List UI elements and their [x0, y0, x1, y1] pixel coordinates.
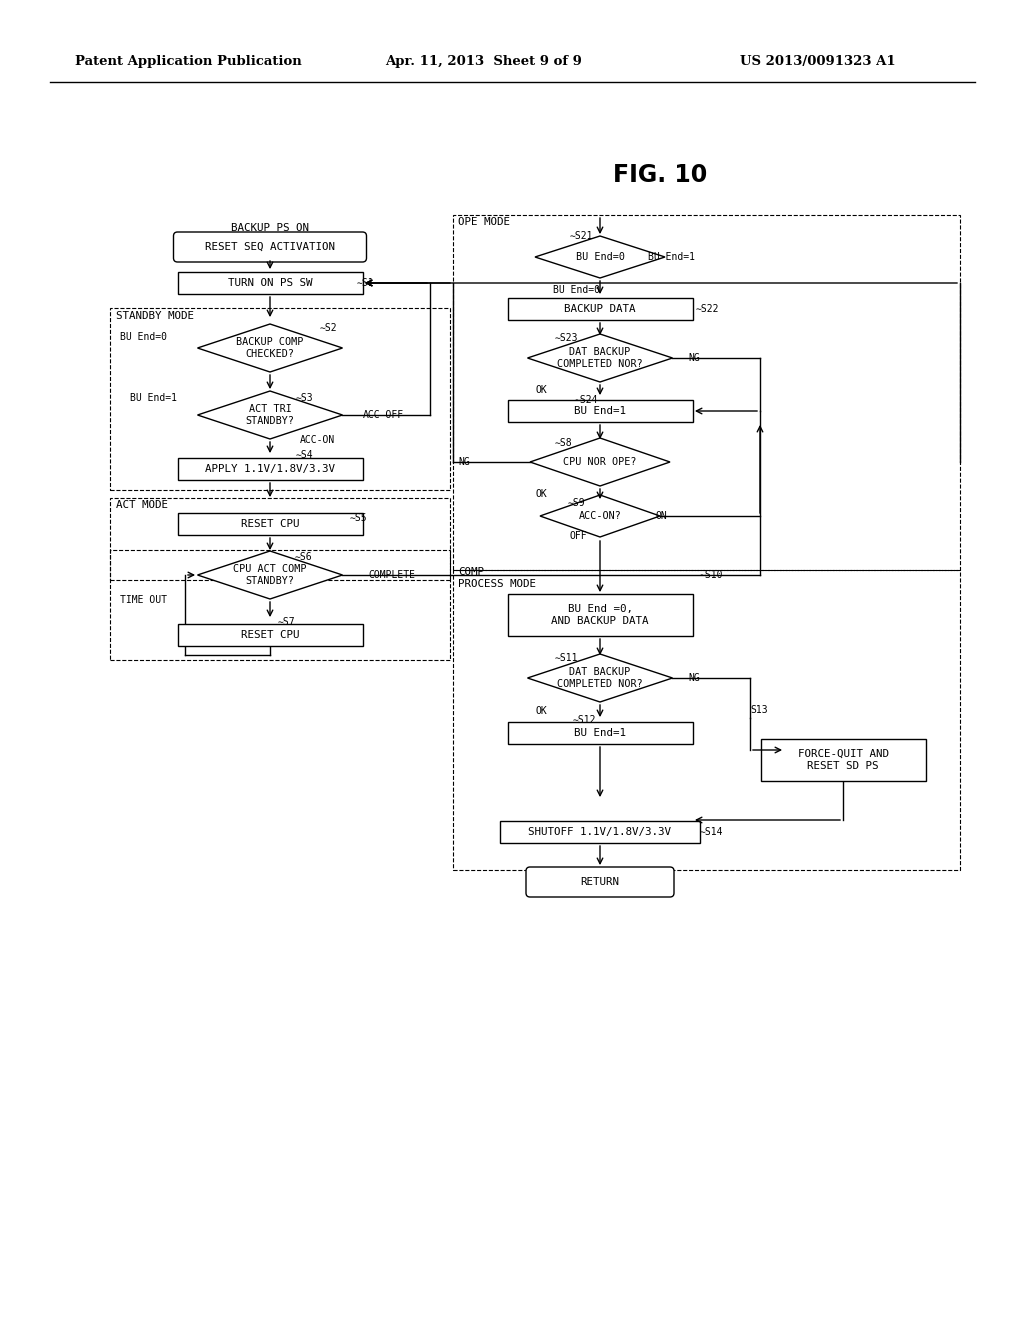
FancyBboxPatch shape	[761, 739, 926, 781]
Polygon shape	[527, 653, 673, 702]
Text: OK: OK	[535, 488, 547, 499]
Text: ∼S14: ∼S14	[700, 828, 724, 837]
Text: BU End=0: BU End=0	[120, 333, 167, 342]
Text: SHUTOFF 1.1V/1.8V/3.3V: SHUTOFF 1.1V/1.8V/3.3V	[528, 828, 672, 837]
Text: STANDBY MODE: STANDBY MODE	[116, 312, 194, 321]
Text: NG: NG	[688, 352, 699, 363]
Text: BU End =0,
AND BACKUP DATA: BU End =0, AND BACKUP DATA	[551, 605, 649, 626]
FancyBboxPatch shape	[508, 298, 692, 319]
Text: ∼S4: ∼S4	[296, 450, 313, 459]
FancyBboxPatch shape	[177, 458, 362, 480]
Text: NG: NG	[458, 457, 470, 467]
Text: US 2013/0091323 A1: US 2013/0091323 A1	[740, 55, 896, 69]
Text: ∼S10: ∼S10	[700, 570, 724, 579]
Text: ∼S21: ∼S21	[570, 231, 594, 242]
Bar	[453, 215, 961, 570]
Text: TURN ON PS SW: TURN ON PS SW	[227, 279, 312, 288]
FancyBboxPatch shape	[526, 867, 674, 898]
Text: BU End=1: BU End=1	[648, 252, 695, 261]
FancyBboxPatch shape	[177, 624, 362, 645]
Text: BU End=1: BU End=1	[130, 393, 177, 403]
Text: ACC-OFF: ACC-OFF	[362, 411, 404, 420]
Text: ∼S7: ∼S7	[278, 616, 296, 627]
FancyBboxPatch shape	[508, 722, 692, 744]
Text: BACKUP DATA: BACKUP DATA	[564, 304, 636, 314]
Text: COMP
PROCESS MODE: COMP PROCESS MODE	[458, 568, 536, 589]
FancyBboxPatch shape	[508, 594, 692, 636]
Text: ACT TRI
STANDBY?: ACT TRI STANDBY?	[246, 404, 295, 426]
Polygon shape	[540, 495, 660, 537]
Text: FIG. 10: FIG. 10	[613, 162, 708, 187]
FancyBboxPatch shape	[173, 232, 367, 261]
Text: OK: OK	[535, 385, 547, 395]
Text: ∼S9: ∼S9	[568, 498, 586, 508]
Text: DAT BACKUP
COMPLETED NOR?: DAT BACKUP COMPLETED NOR?	[557, 347, 643, 368]
Text: DAT BACKUP
COMPLETED NOR?: DAT BACKUP COMPLETED NOR?	[557, 667, 643, 689]
Text: Patent Application Publication: Patent Application Publication	[75, 55, 302, 69]
Text: ∼S3: ∼S3	[296, 393, 313, 403]
Polygon shape	[198, 323, 342, 372]
Text: OFF: OFF	[570, 531, 588, 541]
Text: APPLY 1.1V/1.8V/3.3V: APPLY 1.1V/1.8V/3.3V	[205, 465, 335, 474]
Text: ACC-ON: ACC-ON	[300, 436, 335, 445]
FancyBboxPatch shape	[177, 272, 362, 294]
Text: RESET CPU: RESET CPU	[241, 519, 299, 529]
Text: CPU NOR OPE?: CPU NOR OPE?	[563, 457, 637, 467]
Bar	[110, 308, 450, 490]
Text: ∼S11: ∼S11	[555, 653, 579, 663]
Text: COMPLETE: COMPLETE	[368, 570, 415, 579]
Text: OPE MODE: OPE MODE	[458, 216, 510, 227]
Text: ∼S2: ∼S2	[319, 323, 338, 333]
Polygon shape	[198, 391, 342, 440]
Text: ACC-ON?: ACC-ON?	[579, 511, 622, 521]
Bar	[453, 570, 961, 870]
Text: ∼S6: ∼S6	[295, 552, 312, 562]
Text: S13: S13	[750, 705, 768, 715]
Bar	[110, 550, 450, 660]
Text: ∼S8: ∼S8	[555, 438, 572, 447]
Text: OK: OK	[535, 706, 547, 715]
Bar	[110, 498, 450, 579]
Text: FORCE-QUIT AND
RESET SD PS: FORCE-QUIT AND RESET SD PS	[798, 750, 889, 771]
Text: Apr. 11, 2013  Sheet 9 of 9: Apr. 11, 2013 Sheet 9 of 9	[385, 55, 582, 69]
FancyBboxPatch shape	[500, 821, 700, 843]
Text: BACKUP COMP
CHECKED?: BACKUP COMP CHECKED?	[237, 337, 304, 359]
Text: BU End=1: BU End=1	[574, 407, 626, 416]
FancyBboxPatch shape	[508, 400, 692, 422]
Text: BU End=0: BU End=0	[553, 285, 600, 294]
Text: ∼S22: ∼S22	[696, 304, 720, 314]
Polygon shape	[527, 334, 673, 381]
Text: BACKUP PS ON: BACKUP PS ON	[231, 223, 309, 234]
FancyBboxPatch shape	[177, 513, 362, 535]
Text: BU End=1: BU End=1	[574, 729, 626, 738]
Text: ∼S24: ∼S24	[575, 395, 598, 405]
Text: ACT MODE: ACT MODE	[116, 500, 168, 510]
Text: RESET CPU: RESET CPU	[241, 630, 299, 640]
Text: RESET SEQ ACTIVATION: RESET SEQ ACTIVATION	[205, 242, 335, 252]
Text: BU End=0: BU End=0	[575, 252, 625, 261]
Text: RETURN: RETURN	[581, 876, 620, 887]
Text: TIME OUT: TIME OUT	[120, 595, 167, 605]
Text: NG: NG	[688, 673, 699, 682]
Text: CPU ACT COMP
STANDBY?: CPU ACT COMP STANDBY?	[233, 564, 307, 586]
Polygon shape	[530, 438, 670, 486]
Polygon shape	[535, 236, 665, 279]
Text: ∼S12: ∼S12	[573, 715, 597, 725]
Text: ON: ON	[655, 511, 667, 521]
Text: ∼S1: ∼S1	[357, 279, 375, 288]
Text: ∼S23: ∼S23	[555, 333, 579, 343]
Text: ∼S5: ∼S5	[350, 513, 368, 523]
Polygon shape	[198, 550, 342, 599]
